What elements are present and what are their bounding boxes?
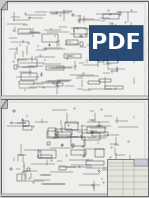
Bar	[64, 54, 81, 58]
Bar	[48, 128, 56, 137]
Bar	[21, 73, 37, 80]
Bar	[38, 150, 56, 158]
Bar	[49, 44, 50, 46]
Bar	[22, 119, 23, 121]
Bar	[98, 49, 117, 52]
Bar	[80, 42, 83, 46]
Bar	[92, 132, 108, 136]
Polygon shape	[1, 1, 7, 10]
Bar	[65, 122, 78, 130]
Bar	[71, 137, 85, 146]
Bar	[42, 34, 58, 42]
Bar	[110, 53, 112, 55]
FancyBboxPatch shape	[89, 25, 143, 61]
Bar	[10, 168, 12, 170]
Bar	[18, 59, 37, 67]
Bar	[107, 55, 118, 63]
Polygon shape	[1, 1, 148, 99]
Bar	[103, 14, 119, 19]
Bar	[41, 73, 42, 76]
Bar	[38, 155, 52, 158]
Bar	[105, 86, 123, 89]
Bar	[91, 131, 93, 133]
Bar	[1, 96, 148, 99]
Bar	[19, 81, 34, 84]
Bar	[59, 166, 66, 170]
Bar	[4, 102, 145, 194]
Bar	[56, 132, 71, 137]
Bar	[86, 161, 104, 165]
Bar	[87, 128, 105, 133]
Bar	[71, 150, 86, 155]
Bar	[18, 29, 31, 34]
Bar	[99, 79, 111, 82]
Bar	[91, 36, 97, 39]
Bar	[13, 110, 15, 112]
Bar	[107, 159, 148, 196]
Bar	[4, 3, 145, 96]
Bar	[82, 133, 100, 140]
Bar	[80, 35, 82, 37]
Polygon shape	[1, 99, 148, 196]
Bar	[88, 81, 100, 84]
Bar	[95, 149, 104, 157]
Bar	[134, 159, 148, 166]
Bar	[72, 14, 74, 16]
Polygon shape	[1, 99, 7, 108]
Bar	[47, 142, 49, 145]
Bar	[74, 28, 87, 37]
Bar	[14, 65, 17, 69]
Bar	[23, 121, 29, 126]
Bar	[119, 12, 121, 15]
Bar	[23, 126, 32, 130]
Bar	[56, 83, 63, 86]
Bar	[46, 66, 64, 70]
Bar	[98, 54, 104, 62]
Bar	[27, 168, 30, 171]
Text: PDF: PDF	[91, 33, 141, 53]
Bar	[47, 131, 58, 138]
Bar	[62, 144, 63, 146]
Bar	[1, 194, 148, 196]
Bar	[55, 129, 72, 135]
Bar	[72, 144, 74, 147]
Bar	[66, 40, 78, 45]
Bar	[17, 174, 22, 181]
